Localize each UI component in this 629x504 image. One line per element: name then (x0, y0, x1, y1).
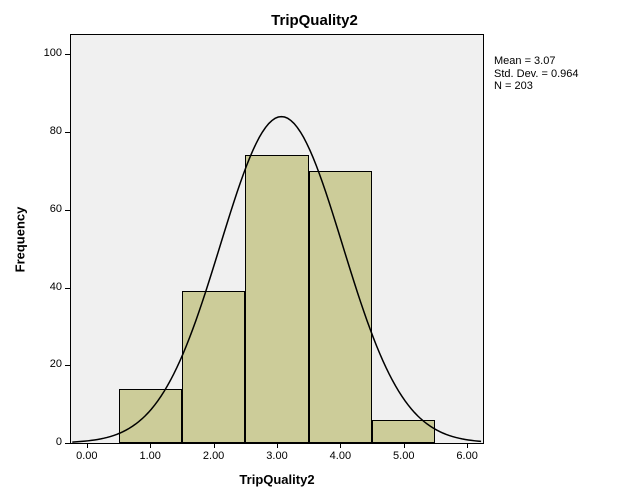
y-ticklabel: 100 (0, 47, 62, 59)
y-ticklabel: 80 (0, 125, 62, 137)
x-tick (404, 443, 405, 448)
x-tick (277, 443, 278, 448)
histogram-bar (119, 389, 182, 443)
plot-area (70, 34, 484, 444)
x-ticklabel: 5.00 (384, 450, 424, 462)
y-tick (65, 365, 70, 366)
histogram-bar (245, 155, 308, 443)
y-ticklabel: 60 (0, 203, 62, 215)
y-ticklabel: 20 (0, 358, 62, 370)
x-tick (87, 443, 88, 448)
x-ticklabel: 1.00 (130, 450, 170, 462)
x-ticklabel: 3.00 (257, 450, 297, 462)
stats-mean: Mean = 3.07 (494, 55, 579, 68)
x-tick (467, 443, 468, 448)
histogram-bar (182, 291, 245, 443)
y-tick (65, 288, 70, 289)
y-ticklabel: 40 (0, 281, 62, 293)
y-tick (65, 443, 70, 444)
x-ticklabel: 6.00 (447, 450, 487, 462)
stats-n: N = 203 (494, 80, 579, 93)
x-ticklabel: 0.00 (67, 450, 107, 462)
figure-container: TripQuality2 Frequency TripQuality2 Mean… (0, 0, 629, 504)
chart-title: TripQuality2 (0, 12, 629, 29)
x-tick (150, 443, 151, 448)
x-ticklabel: 2.00 (194, 450, 234, 462)
histogram-bar (372, 420, 435, 443)
y-tick (65, 132, 70, 133)
y-tick (65, 210, 70, 211)
stats-std: Std. Dev. = 0.964 (494, 68, 579, 81)
y-ticklabel: 0 (0, 436, 62, 448)
histogram-bar (309, 171, 372, 443)
x-ticklabel: 4.00 (320, 450, 360, 462)
x-tick (214, 443, 215, 448)
y-axis-label: Frequency (10, 34, 30, 444)
y-tick (65, 54, 70, 55)
stats-block: Mean = 3.07 Std. Dev. = 0.964 N = 203 (494, 55, 579, 93)
x-tick (340, 443, 341, 448)
x-axis-label: TripQuality2 (70, 472, 484, 487)
